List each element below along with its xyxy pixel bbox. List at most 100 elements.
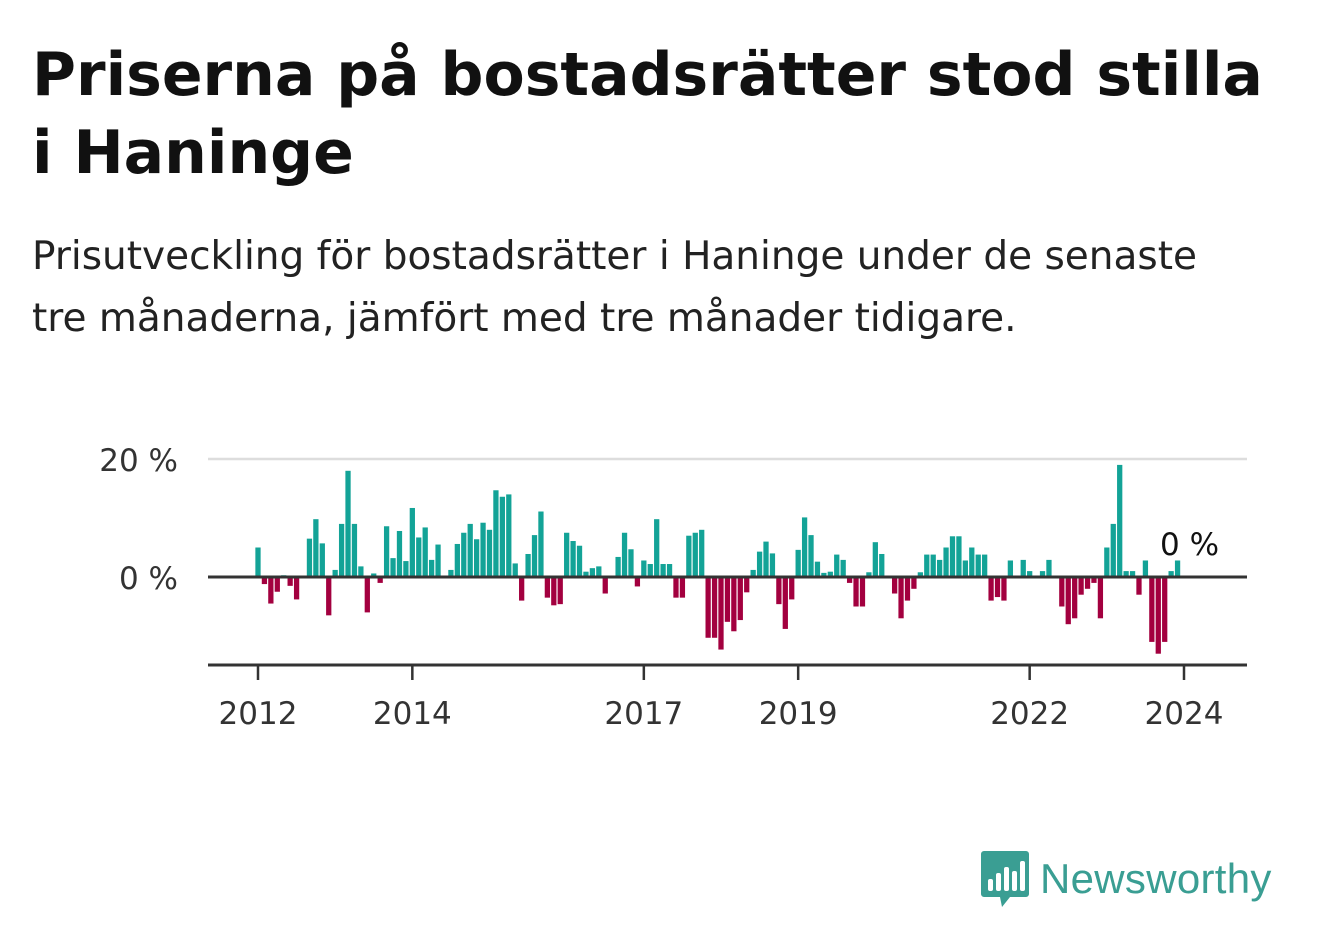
bar — [306, 538, 313, 577]
newsworthy-logo-icon — [981, 851, 1029, 907]
bar — [808, 535, 814, 577]
bar — [924, 554, 930, 577]
bar — [988, 577, 994, 601]
brand-name: Newsworthy — [1040, 855, 1272, 902]
bar — [705, 577, 711, 638]
bar — [602, 577, 608, 594]
bar — [666, 564, 673, 577]
bar — [576, 545, 583, 577]
bar — [351, 523, 358, 577]
bar — [1149, 577, 1155, 642]
bar — [506, 494, 512, 577]
bar — [724, 577, 731, 622]
y-tick-label: 0 % — [119, 561, 178, 597]
bar — [654, 519, 660, 577]
bar — [731, 577, 737, 632]
bar — [396, 530, 403, 577]
bar — [1084, 577, 1091, 589]
brand-logo: Newsworthy — [980, 848, 1272, 910]
bar — [358, 566, 364, 577]
bar — [660, 564, 666, 577]
bar — [345, 470, 351, 577]
bar — [750, 569, 756, 577]
bar — [628, 549, 634, 577]
bar — [763, 541, 769, 577]
bar — [1174, 560, 1181, 577]
bar — [795, 549, 801, 577]
bar — [859, 577, 866, 607]
bar — [1046, 559, 1052, 577]
bar — [1001, 577, 1007, 601]
bar — [679, 577, 686, 598]
bar — [583, 571, 589, 577]
bar — [1065, 577, 1071, 625]
bar — [846, 577, 853, 583]
bar — [1129, 571, 1136, 577]
bar — [711, 577, 718, 638]
bar — [937, 559, 943, 577]
x-tick-label: 2022 — [990, 696, 1069, 732]
bar — [782, 577, 788, 629]
bar — [538, 511, 544, 577]
bar — [435, 544, 441, 577]
bar — [564, 532, 570, 577]
chart-subtitle: Prisutveckling för bostadsrätter i Hanin… — [32, 234, 1198, 341]
bar — [1117, 464, 1123, 577]
axis-layer: 0 % 20 % 2012 2014 2017 2019 2022 2024 0 % — [99, 443, 1247, 732]
x-tick-label: 2019 — [759, 696, 838, 732]
bar — [911, 577, 917, 589]
bar — [1104, 547, 1110, 577]
bar — [930, 554, 936, 577]
bar — [1123, 571, 1129, 577]
y-tick-label: 20 % — [99, 443, 178, 479]
bar — [834, 554, 840, 577]
x-tick-label: 2014 — [373, 696, 452, 732]
x-tick-label: 2017 — [604, 696, 683, 732]
bar — [409, 507, 415, 577]
bar — [519, 577, 525, 601]
bar — [969, 547, 975, 577]
bar — [493, 490, 499, 577]
bar — [994, 577, 1001, 598]
bar — [699, 529, 705, 577]
bar — [570, 541, 576, 577]
bar — [686, 535, 692, 577]
bar — [383, 526, 390, 577]
bar — [486, 529, 493, 577]
bar — [891, 577, 898, 594]
bar — [287, 577, 293, 586]
bar — [1097, 577, 1104, 619]
bar — [531, 535, 538, 577]
x-tick-label: 2012 — [219, 696, 298, 732]
bar — [544, 577, 551, 598]
bar — [371, 573, 377, 577]
bar — [949, 536, 956, 577]
bar — [853, 577, 859, 607]
bar — [377, 577, 383, 583]
bar — [390, 558, 396, 577]
bar — [962, 560, 968, 577]
bar — [692, 532, 698, 577]
bar — [557, 577, 563, 605]
bar — [1155, 577, 1161, 654]
bar — [428, 559, 435, 577]
bar — [615, 556, 621, 577]
bar — [1168, 571, 1174, 577]
bar — [454, 543, 460, 577]
bar — [474, 539, 480, 577]
bar — [1027, 571, 1033, 577]
bar — [596, 566, 602, 577]
bar — [338, 523, 345, 577]
bar — [789, 577, 795, 600]
bar — [872, 542, 878, 577]
bar — [1020, 559, 1026, 577]
bar — [898, 577, 904, 619]
bar — [1091, 577, 1097, 583]
bar — [461, 532, 467, 577]
page-title: Priserna på bostadsrätter stod stilla i … — [32, 40, 1263, 188]
bar — [673, 577, 679, 598]
bar — [1039, 571, 1046, 577]
bar — [1007, 560, 1014, 577]
bar — [827, 571, 833, 577]
